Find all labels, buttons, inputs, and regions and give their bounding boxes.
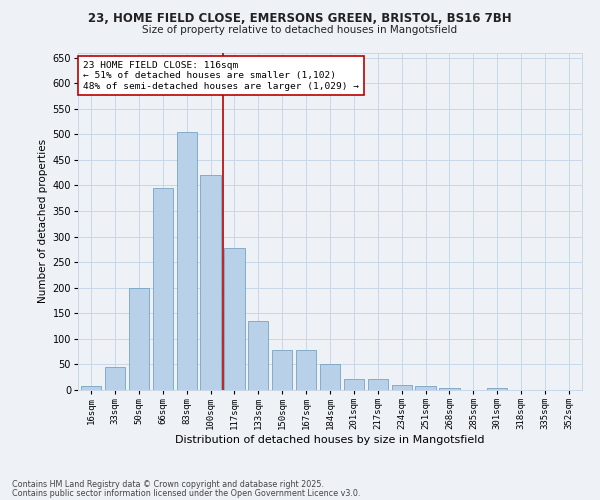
Bar: [320, 364, 340, 390]
Text: Contains HM Land Registry data © Crown copyright and database right 2025.: Contains HM Land Registry data © Crown c…: [12, 480, 324, 489]
Bar: [176, 132, 197, 390]
Bar: [272, 350, 292, 390]
X-axis label: Distribution of detached houses by size in Mangotsfield: Distribution of detached houses by size …: [175, 435, 485, 445]
Bar: [368, 379, 388, 390]
Bar: [200, 175, 221, 390]
Bar: [152, 188, 173, 390]
Bar: [81, 386, 101, 390]
Bar: [129, 288, 149, 390]
Text: Size of property relative to detached houses in Mangotsfield: Size of property relative to detached ho…: [142, 25, 458, 35]
Text: 23, HOME FIELD CLOSE, EMERSONS GREEN, BRISTOL, BS16 7BH: 23, HOME FIELD CLOSE, EMERSONS GREEN, BR…: [88, 12, 512, 26]
Bar: [296, 350, 316, 390]
Bar: [248, 321, 268, 390]
Y-axis label: Number of detached properties: Number of detached properties: [38, 139, 48, 304]
Text: Contains public sector information licensed under the Open Government Licence v3: Contains public sector information licen…: [12, 489, 361, 498]
Bar: [105, 367, 125, 390]
Text: 23 HOME FIELD CLOSE: 116sqm
← 51% of detached houses are smaller (1,102)
48% of : 23 HOME FIELD CLOSE: 116sqm ← 51% of det…: [83, 61, 359, 90]
Bar: [344, 379, 364, 390]
Bar: [224, 248, 245, 390]
Bar: [392, 385, 412, 390]
Bar: [415, 386, 436, 390]
Bar: [487, 388, 508, 390]
Bar: [439, 388, 460, 390]
